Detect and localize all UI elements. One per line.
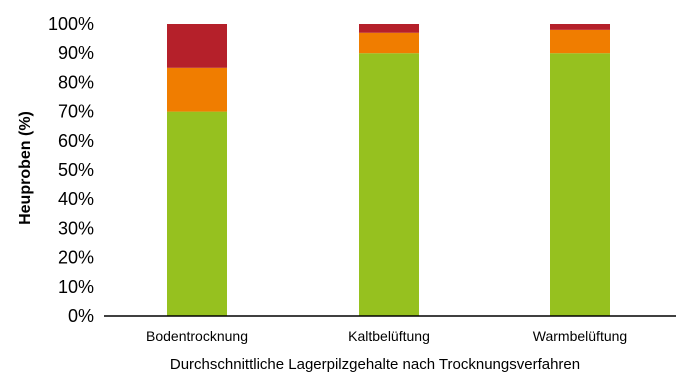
bar-segment bbox=[359, 32, 419, 54]
y-tick-label: 90% bbox=[58, 43, 94, 63]
x-axis-title: Durchschnittliche Lagerpilzgehalte nach … bbox=[170, 356, 580, 373]
y-tick-label: 10% bbox=[58, 277, 94, 297]
category-label: Bodentrocknung bbox=[146, 328, 248, 344]
y-tick-label: 20% bbox=[58, 248, 94, 268]
category-label: Kaltbelüftung bbox=[348, 328, 430, 344]
bar-segment bbox=[359, 53, 419, 316]
bar-segment bbox=[550, 29, 610, 54]
y-tick-label: 60% bbox=[58, 131, 94, 151]
y-tick-label: 0% bbox=[68, 306, 94, 326]
y-tick-label: 100% bbox=[48, 14, 94, 34]
bar-segment bbox=[550, 53, 610, 316]
y-tick-label: 70% bbox=[58, 102, 94, 122]
y-tick-label: 40% bbox=[58, 189, 94, 209]
category-labels: Bodentrocknung Kaltbelüftung Warmbelüftung bbox=[146, 328, 627, 344]
y-tick-label: 50% bbox=[58, 160, 94, 180]
y-tick-label: 80% bbox=[58, 72, 94, 92]
bar-segment bbox=[167, 111, 227, 316]
y-axis-title: Heuproben (%) bbox=[17, 111, 34, 225]
bars bbox=[167, 24, 610, 316]
category-label: Warmbelüftung bbox=[533, 328, 627, 344]
bar-segment bbox=[167, 24, 227, 68]
bar-segment bbox=[167, 67, 227, 112]
y-axis-ticks: 0% 10% 20% 30% 40% 50% 60% 70% 80% 90% 100% bbox=[48, 14, 94, 326]
y-tick-label: 30% bbox=[58, 218, 94, 238]
bar-segment bbox=[550, 24, 610, 30]
bar-segment bbox=[359, 24, 419, 33]
